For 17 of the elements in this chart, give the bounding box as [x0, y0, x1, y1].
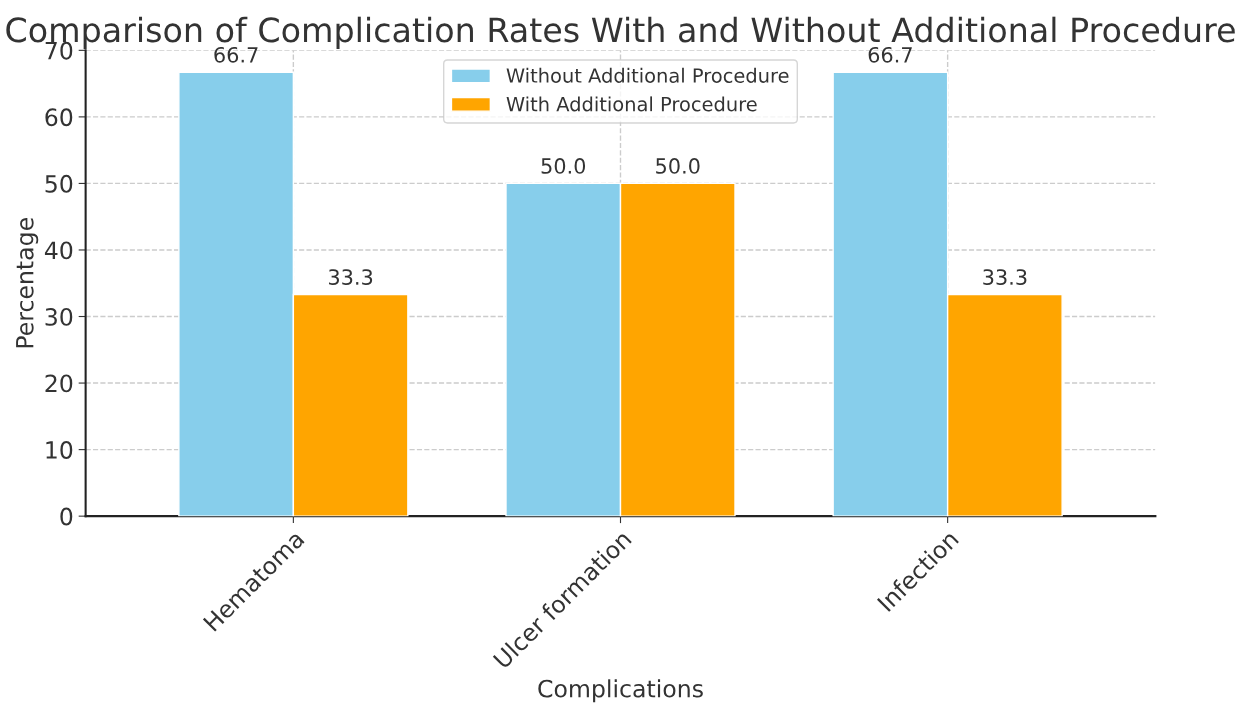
data-label: 50.0 — [656, 158, 700, 174]
x-axis-title: Complications — [538, 679, 703, 703]
y-tick-label: 10 — [46, 441, 73, 459]
y-axis-title: Percentage — [16, 218, 39, 348]
data-label: 50.0 — [541, 158, 586, 174]
y-tick-label: 50 — [45, 174, 73, 193]
y-tick-label: 30 — [45, 307, 73, 326]
data-label: 33.3 — [329, 269, 373, 285]
y-tick-label: 40 — [44, 241, 73, 260]
data-label: 33.3 — [983, 269, 1027, 285]
legend-label: With Additional Procedure — [506, 96, 757, 112]
y-tick-label: 60 — [45, 108, 73, 127]
y-tick-label: 20 — [45, 374, 73, 393]
y-tick-label: 0 — [60, 507, 73, 526]
legend-label: Without Additional Procedure — [506, 67, 789, 83]
data-label: 66.7 — [868, 46, 912, 63]
data-label: 66.7 — [214, 46, 258, 63]
